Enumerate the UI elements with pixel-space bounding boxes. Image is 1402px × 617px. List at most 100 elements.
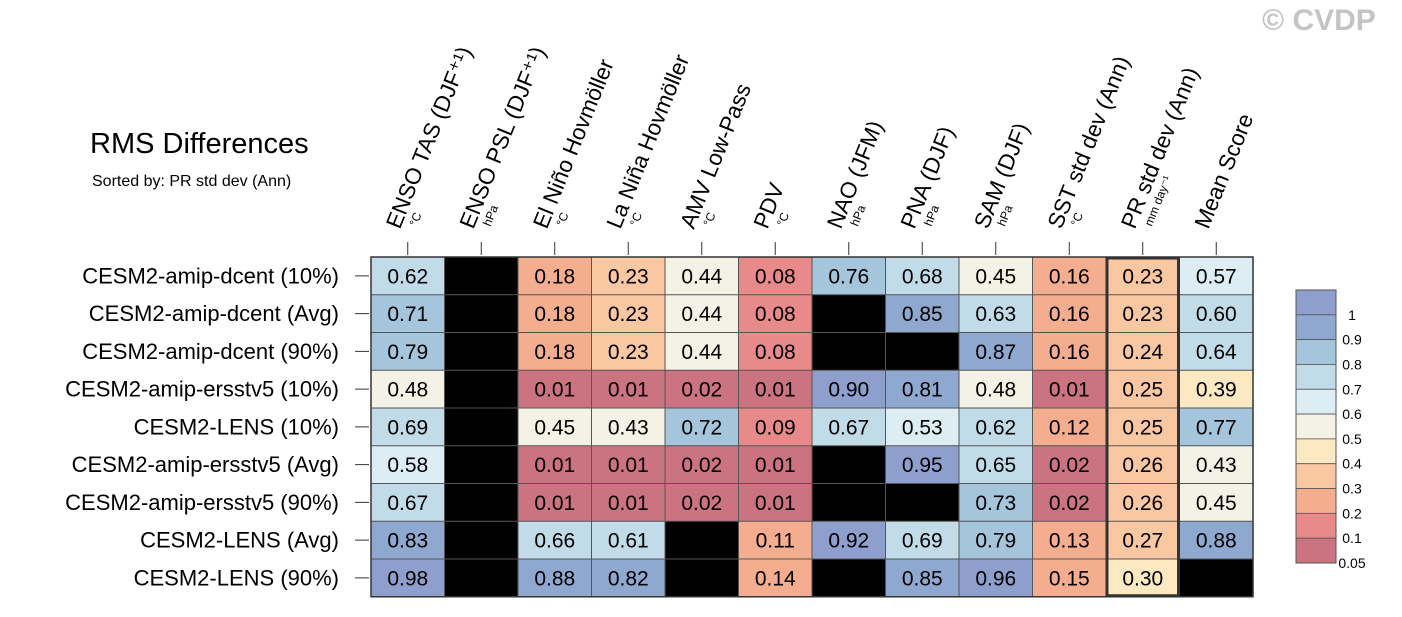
colorbar-label: 0.05: [1338, 555, 1365, 571]
heatmap-cell: [1179, 332, 1253, 371]
heatmap-cell: [1032, 559, 1106, 597]
cvdp-watermark: © CVDP: [1262, 4, 1376, 37]
cell-value: 0.01: [1049, 379, 1090, 402]
row-label: CESM2-LENS (Avg): [140, 528, 339, 553]
cell-value: 0.02: [1049, 454, 1090, 477]
cell-value: 0.88: [534, 567, 575, 590]
cell-value: 0.92: [828, 530, 869, 553]
cell-values: 0.62 1.32 0.18 0.23 0.44 0.08 0.76 0.68 0.45 0.16…: [387, 265, 1237, 590]
heatmap-cell: [959, 408, 1033, 446]
heatmap-cell: [812, 483, 886, 522]
cell-value: 0.68: [902, 265, 943, 288]
cell-value: 1.62: [461, 492, 502, 515]
cell-value: 1.02: [902, 341, 943, 364]
colorbar-label: 0.6: [1342, 406, 1362, 422]
colorbar-label: 0.4: [1342, 456, 1362, 472]
cell-value: 0.82: [608, 567, 649, 590]
heatmap-cell: [959, 294, 1033, 333]
cell-value: 0.09: [755, 416, 796, 439]
heatmap-cell: [1106, 257, 1180, 295]
cell-value: 0.45: [975, 265, 1016, 288]
cell-value: 0.58: [387, 454, 428, 477]
cell-value: 1.55: [461, 454, 502, 477]
row-label: CESM2-amip-dcent (90%): [82, 339, 339, 364]
heatmap-cell: [812, 445, 886, 484]
cell-value: 0.69: [902, 530, 943, 553]
heatmap-cell: [591, 257, 665, 295]
heatmap-cell: [1179, 408, 1253, 446]
heatmap-cell: [591, 294, 665, 333]
heatmap-cell: [1179, 445, 1253, 484]
cell-value: 0.64: [1196, 341, 1237, 364]
cell-value: 1.01: [1196, 567, 1237, 590]
colorbar-segment: [1295, 512, 1337, 539]
column-unit: °C: [554, 210, 572, 228]
colorbar-label: 0.7: [1342, 381, 1362, 397]
cell-value: 0.95: [902, 454, 943, 477]
row-labels: CESM2-amip-dcent (10%) CESM2-amip-dcent (…: [65, 263, 369, 590]
cell-value: 0.14: [755, 567, 796, 590]
heatmap-cell: [665, 483, 739, 522]
cell-value: 1.23: [461, 379, 502, 402]
cell-value: 0.48: [387, 379, 428, 402]
heatmap-cell: [665, 257, 739, 295]
heatmap-cell: [518, 294, 592, 333]
cell-value: 0.02: [681, 454, 722, 477]
heatmap-cell: [665, 294, 739, 333]
heatmap-cell: [1106, 559, 1180, 597]
cell-value: 1.57: [461, 303, 502, 326]
heatmap-cell: [959, 370, 1033, 408]
heatmap-cell: [959, 445, 1033, 484]
heatmap-cell: [518, 521, 592, 559]
colorbar-segment: [1295, 339, 1337, 365]
heatmap-cell: [738, 445, 812, 484]
heatmap-cell: [1106, 408, 1180, 446]
cell-value: 0.01: [755, 379, 796, 402]
cell-value: 0.88: [1196, 530, 1237, 553]
cell-value: 0.72: [681, 416, 722, 439]
cell-value: 1.32: [461, 265, 502, 288]
heatmap-cell: [665, 445, 739, 484]
heatmap-cell: [444, 483, 518, 522]
cell-value: 0.01: [608, 454, 649, 477]
cell-value: 0.18: [534, 303, 575, 326]
row-label: CESM2-amip-dcent (10%): [82, 263, 339, 288]
heatmap-cell: [1032, 257, 1106, 295]
cell-value: 1.15: [681, 530, 722, 553]
cell-value: 0.02: [681, 492, 722, 515]
cell-value: 0.01: [534, 454, 575, 477]
row-label: CESM2-amip-ersstv5 (Avg): [72, 452, 339, 477]
heatmap-cell: [371, 445, 445, 484]
heatmap-cell: [591, 559, 665, 597]
heatmap-cell: [885, 370, 959, 408]
heatmap-cell: [885, 408, 959, 446]
row-label: CESM2-LENS (90%): [134, 565, 339, 590]
cell-value: 0.43: [1196, 454, 1237, 477]
heatmap-cell: [518, 257, 592, 295]
heatmap-cell: [518, 370, 592, 408]
heatmap-cell: [1032, 483, 1106, 522]
heatmap-cell: [812, 257, 886, 295]
colorbar-label: 0.2: [1342, 505, 1362, 521]
highlight-border: [1105, 256, 1180, 598]
cell-value: 0.53: [902, 416, 943, 439]
heatmap-cell: [885, 483, 959, 522]
heatmap-cell: [371, 559, 445, 597]
cell-value: 0.61: [608, 530, 649, 553]
heatmap-cell: [518, 483, 592, 522]
cell-value: 0.01: [534, 379, 575, 402]
cell-value: 1.06: [902, 492, 943, 515]
heatmap-cell: [371, 370, 445, 408]
heatmap-cell: [1106, 445, 1180, 484]
heatmap-cell: [371, 408, 445, 446]
cell-value: 0.73: [975, 492, 1016, 515]
cell-value: 0.01: [608, 492, 649, 515]
cell-value: 0.08: [755, 265, 796, 288]
cell-value: 1.02: [828, 303, 869, 326]
colorbar: 1 0.9 0.8 0.7 0.6 0.5 0.4 0.3 0.2 0.1 0.05: [1295, 289, 1366, 571]
cell-value: 0.15: [1049, 567, 1090, 590]
heatmap-border: [370, 256, 1254, 598]
heatmap-cell: [738, 332, 812, 371]
heatmap-cell: [1179, 257, 1253, 295]
heatmap-cell: [812, 370, 886, 408]
